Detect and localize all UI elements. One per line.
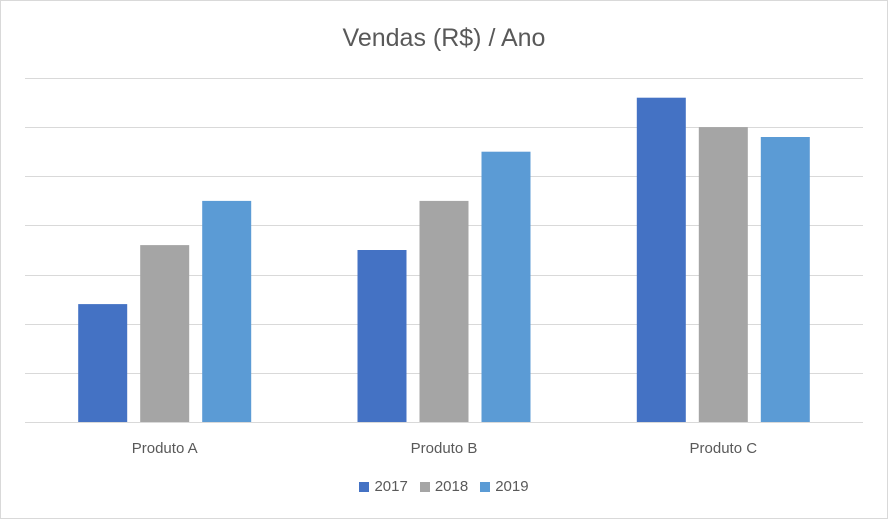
bar-produto-c-2019 bbox=[760, 137, 810, 422]
legend-label: 2017 bbox=[374, 478, 408, 495]
bar-produto-a-2018 bbox=[140, 245, 190, 422]
bar-produto-b-2019 bbox=[481, 151, 531, 422]
category-label: Produto C bbox=[690, 440, 758, 457]
bar-produto-c-2017 bbox=[636, 97, 686, 422]
bar-produto-a-2019 bbox=[202, 200, 252, 422]
bar-produto-a-2017 bbox=[78, 304, 128, 422]
bar-produto-b-2018 bbox=[419, 200, 469, 422]
legend-item-2017: 2017 bbox=[359, 478, 408, 495]
legend-item-2019: 2019 bbox=[480, 478, 529, 495]
chart-title: Vendas (R$) / Ano bbox=[342, 24, 546, 52]
category-label: Produto B bbox=[411, 440, 478, 457]
bar-produto-c-2018 bbox=[698, 127, 748, 422]
legend-swatch bbox=[480, 481, 491, 492]
category-label: Produto A bbox=[132, 440, 198, 457]
legend-label: 2019 bbox=[495, 478, 529, 495]
legend-item-2018: 2018 bbox=[419, 478, 469, 495]
category-labels: Produto A Produto B Produto C bbox=[132, 440, 757, 457]
bar-produto-b-2017 bbox=[357, 250, 407, 422]
legend-swatch bbox=[359, 481, 370, 492]
legend-label: 2018 bbox=[434, 478, 469, 495]
legend: 2017 2018 2019 bbox=[1, 478, 887, 495]
legend-swatch bbox=[419, 481, 430, 492]
bars bbox=[78, 97, 810, 422]
